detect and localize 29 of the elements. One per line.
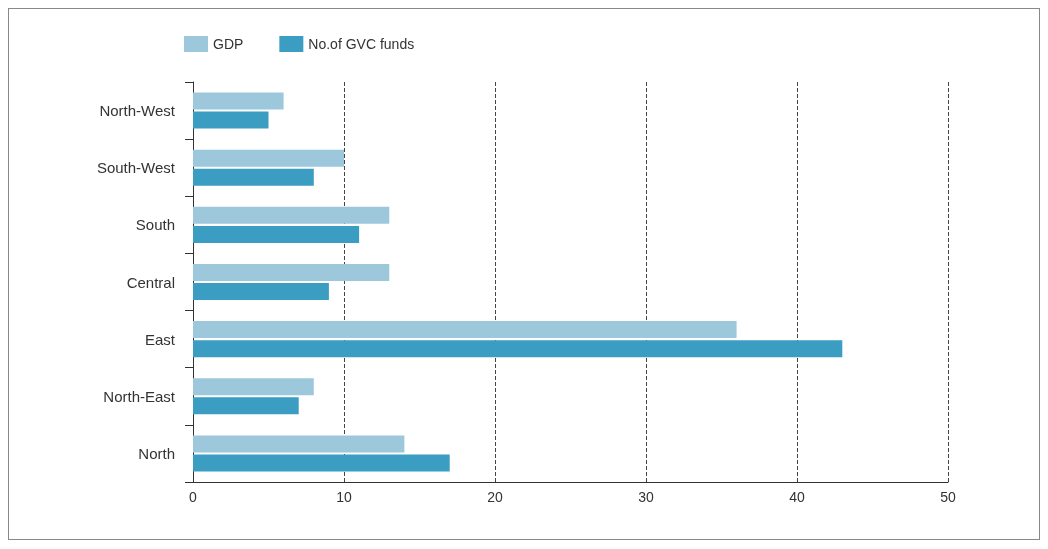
bar <box>193 283 329 301</box>
bar <box>193 225 360 243</box>
y-tick-label: North <box>138 444 175 462</box>
x-tick-label: 20 <box>487 489 503 505</box>
y-tick-label: East <box>144 330 176 348</box>
x-tick-label: 10 <box>336 489 352 505</box>
bar <box>193 454 450 472</box>
y-tick-label: South <box>135 216 175 234</box>
y-tick-label: South-West <box>96 159 176 177</box>
legend-label: GDP <box>213 36 244 52</box>
y-tick-label: Central <box>126 273 175 291</box>
bar <box>193 92 284 110</box>
bar <box>193 149 344 167</box>
bar <box>193 321 737 339</box>
x-tick-label: 0 <box>189 489 198 505</box>
bar <box>193 111 269 129</box>
legend-label: No.of GVC funds <box>308 36 415 52</box>
bar <box>193 263 390 281</box>
bar <box>193 168 314 186</box>
bar <box>193 340 843 358</box>
x-tick-label: 40 <box>789 489 805 505</box>
bar <box>193 435 405 453</box>
bar <box>193 206 390 224</box>
y-tick-label: North-East <box>103 387 176 405</box>
x-tick-label: 50 <box>940 489 956 505</box>
bar <box>193 397 299 415</box>
bar <box>193 378 314 396</box>
x-tick-label: 30 <box>638 489 654 505</box>
y-tick-label: North-West <box>99 102 176 120</box>
